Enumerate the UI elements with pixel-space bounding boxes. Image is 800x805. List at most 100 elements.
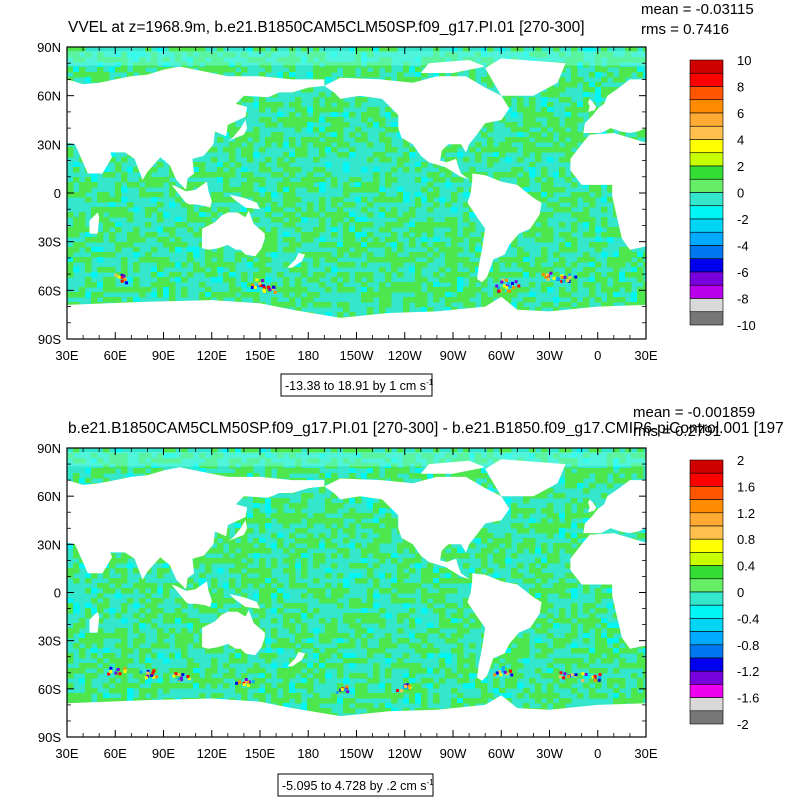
ocean-cell: [289, 247, 296, 253]
ocean-cell: [313, 127, 320, 133]
ocean-cell: [79, 478, 86, 484]
ocean-cell: [409, 297, 416, 303]
ocean-cell: [121, 267, 128, 273]
ocean-cell: [439, 598, 446, 604]
ocean-cell: [229, 157, 236, 163]
ocean-cell: [139, 608, 146, 614]
ocean-cell: [91, 588, 98, 594]
ocean-cell: [559, 593, 566, 599]
ocean-cell: [253, 518, 260, 524]
ocean-cell: [379, 508, 386, 514]
ocean-cell: [361, 262, 368, 268]
ocean-cell: [457, 548, 464, 554]
ocean-cell: [565, 97, 572, 103]
ocean-cell: [73, 232, 80, 238]
ocean-cell: [541, 112, 548, 118]
ocean-cell: [289, 212, 296, 218]
ocean-cell: [589, 232, 596, 238]
ocean-cell: [313, 277, 320, 283]
ocean-cell: [253, 593, 260, 599]
ocean-cell: [289, 568, 296, 574]
ocean-cell: [517, 508, 524, 514]
ocean-cell: [331, 593, 338, 599]
ocean-cell: [133, 613, 140, 619]
ocean-cell: [349, 523, 356, 529]
ocean-cell: [451, 287, 458, 293]
ocean-cell: [457, 257, 464, 263]
ocean-cell: [295, 282, 302, 288]
ocean-cell: [343, 538, 350, 544]
ocean-cell: [547, 107, 554, 113]
colorbar-label: -6: [737, 265, 749, 280]
ocean-cell: [115, 583, 122, 589]
ocean-cell: [163, 262, 170, 268]
ocean-cell: [469, 623, 476, 629]
ocean-cell: [139, 292, 146, 298]
ocean-cell: [451, 603, 458, 609]
ocean-cell: [361, 628, 368, 634]
ocean-cell: [331, 182, 338, 188]
ocean-cell: [169, 242, 176, 248]
ocean-cell: [427, 222, 434, 228]
ocean-cell: [451, 217, 458, 223]
ocean-cell: [91, 608, 98, 614]
ocean-cell: [241, 468, 248, 474]
ocean-cell: [571, 603, 578, 609]
colorbar-label: -8: [737, 292, 749, 307]
ocean-cell: [577, 102, 584, 108]
ocean-cell: [85, 247, 92, 253]
panel-1-rms: rms = 0.7416: [641, 21, 729, 38]
ocean-cell: [493, 538, 500, 544]
ocean-cell: [349, 287, 356, 293]
ocean-cell: [637, 252, 644, 258]
ocean-cell: [529, 122, 536, 128]
ocean-cell: [595, 92, 602, 98]
ocean-cell: [157, 267, 164, 273]
ocean-cell: [295, 468, 302, 474]
ocean-cell: [541, 147, 548, 153]
ocean-cell: [421, 252, 428, 258]
ocean-cell: [115, 297, 122, 303]
ocean-cell: [457, 247, 464, 253]
ocean-cell: [565, 633, 572, 639]
ocean-cell: [247, 543, 254, 549]
hotspot-mark: [497, 290, 500, 293]
ocean-cell: [409, 227, 416, 233]
ocean-cell: [313, 257, 320, 263]
ocean-cell: [607, 483, 614, 489]
ocean-cell: [625, 252, 632, 258]
ocean-cell: [169, 202, 176, 208]
ocean-cell: [343, 67, 350, 73]
ocean-cell: [79, 257, 86, 263]
ocean-cell: [493, 277, 500, 283]
ocean-cell: [559, 533, 566, 539]
ocean-cell: [103, 277, 110, 283]
ocean-cell: [247, 147, 254, 153]
ocean-cell: [541, 518, 548, 524]
ocean-cell: [67, 147, 74, 153]
ocean-cell: [571, 202, 578, 208]
ocean-cell: [469, 277, 476, 283]
ocean-cell: [559, 97, 566, 103]
ocean-cell: [409, 558, 416, 564]
ocean-cell: [151, 588, 158, 594]
ocean-cell: [73, 568, 80, 574]
ocean-cell: [445, 287, 452, 293]
ocean-cell: [133, 287, 140, 293]
ocean-cell: [505, 272, 512, 278]
ocean-cell: [337, 287, 344, 293]
ocean-cell: [427, 578, 434, 584]
ocean-cell: [577, 508, 584, 514]
ocean-cell: [349, 618, 356, 624]
ocean-cell: [217, 593, 224, 599]
ocean-cell: [157, 262, 164, 268]
ocean-cell: [91, 598, 98, 604]
ocean-cell: [289, 222, 296, 228]
ocean-cell: [85, 603, 92, 609]
ocean-cell: [553, 493, 560, 499]
ocean-cell: [637, 272, 644, 278]
ocean-cell: [307, 543, 314, 549]
ocean-cell: [211, 578, 218, 584]
y-tick-label: 30N: [37, 137, 61, 152]
ocean-cell: [619, 252, 626, 258]
